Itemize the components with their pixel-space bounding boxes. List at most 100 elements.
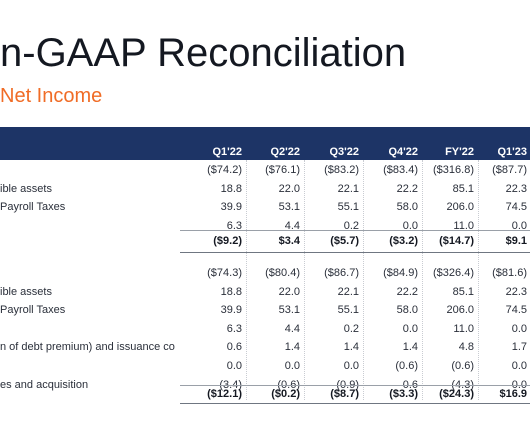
table-cell: 11.0 <box>453 322 474 335</box>
column-separator <box>246 160 247 400</box>
column-header: Q3'22 <box>329 146 359 158</box>
total-cell: ($3.2) <box>389 235 418 247</box>
row-label <box>0 265 190 282</box>
table-cell: (0.9) <box>336 378 359 391</box>
row-label <box>0 321 190 338</box>
column-separator <box>304 160 305 400</box>
table-cell: ($74.2) <box>207 164 242 176</box>
table-cell: ($84.9) <box>383 267 418 279</box>
table-cell: 6.3 <box>226 322 242 335</box>
table-cell: 22.1 <box>337 182 359 195</box>
total-cell: ($9.2) <box>213 235 242 247</box>
table-cell: 0.0 <box>511 322 527 335</box>
table-cell: ($83.4) <box>383 164 418 176</box>
total-cell: ($0.2) <box>271 388 300 400</box>
table-cell: 74.5 <box>505 304 527 317</box>
table-cell: 1.7 <box>511 341 527 354</box>
table-cell: 22.3 <box>505 182 527 195</box>
column-separator <box>363 160 364 400</box>
divider <box>180 385 530 386</box>
table-cell: ($81.6) <box>492 267 527 279</box>
table-cell: 53.1 <box>278 304 300 317</box>
table-cell: 0.0 <box>511 378 527 391</box>
column-header: Q2'22 <box>270 146 300 158</box>
table-cell: ($76.1) <box>265 164 300 176</box>
row-label <box>0 162 190 179</box>
divider <box>180 230 530 231</box>
divider <box>180 403 530 404</box>
table-cell: 58.0 <box>396 201 418 213</box>
divider <box>180 252 530 253</box>
table-cell: 22.1 <box>337 285 359 298</box>
row-label: ible assets <box>0 285 52 298</box>
table-cell: (4.3) <box>451 378 474 391</box>
table-cell: 1.4 <box>402 341 418 354</box>
table-cell: 11.0 <box>453 219 474 232</box>
table-cell: 85.1 <box>452 182 474 195</box>
total-cell: ($5.7) <box>330 235 359 247</box>
table-cell: 4.4 <box>284 322 300 335</box>
table-cell: 22.3 <box>505 285 527 298</box>
table-cell: 22.0 <box>278 182 300 195</box>
total-cell: $9.1 <box>505 235 527 247</box>
table-cell: 0.0 <box>226 360 242 372</box>
table-cell: 55.1 <box>337 304 359 317</box>
column-header: Q1'22 <box>212 146 242 158</box>
table-cell: 0.0 <box>511 360 527 372</box>
column-separator <box>422 160 423 400</box>
row-label <box>0 358 190 375</box>
table-cell: 206.0 <box>446 201 474 213</box>
table-cell: (0.6) <box>451 360 474 372</box>
table-cell: 1.4 <box>343 341 359 354</box>
table-cell: 0.0 <box>343 360 359 372</box>
row-label: es and acquisition <box>0 378 89 391</box>
table-cell: 0.0 <box>402 322 418 335</box>
section-subtitle: Net Income <box>0 85 103 107</box>
table-cell: 4.8 <box>458 341 474 354</box>
column-header: Q1'23 <box>497 146 527 158</box>
row-label: Payroll Taxes <box>0 304 66 317</box>
table-cell: ($316.8) <box>433 164 474 176</box>
table-cell: 55.1 <box>337 201 359 213</box>
table-cell: ($83.2) <box>324 164 359 176</box>
table-cell: 0.2 <box>343 219 359 232</box>
total-cell: ($3.3) <box>389 388 418 400</box>
table-cell: ($87.7) <box>492 164 527 176</box>
table-cell: 6.3 <box>226 219 242 232</box>
table-cell: 4.4 <box>284 219 300 232</box>
table-cell: ($74.3) <box>207 267 242 279</box>
column-header: Q4'22 <box>388 146 418 158</box>
total-cell: $16.9 <box>499 388 527 400</box>
table-cell: (3.4) <box>219 378 242 391</box>
table-cell: 74.5 <box>505 201 527 213</box>
table-cell: 22.2 <box>396 182 418 195</box>
table-cell: ($86.7) <box>324 267 359 279</box>
row-label: Payroll Taxes <box>0 201 66 213</box>
table-cell: 85.1 <box>452 285 474 298</box>
table-cell: 58.0 <box>396 304 418 317</box>
row-label: ible assets <box>0 182 52 195</box>
total-cell: ($8.7) <box>330 388 359 400</box>
table-cell: 0.2 <box>343 322 359 335</box>
total-cell: $3.4 <box>278 235 300 247</box>
table-cell: 22.2 <box>396 285 418 298</box>
table-cell: 0.0 <box>511 219 527 232</box>
table-cell: 0.0 <box>402 219 418 232</box>
column-header: FY'22 <box>445 146 474 158</box>
table-cell: 1.4 <box>284 341 300 354</box>
table-cell: 39.9 <box>220 304 242 317</box>
table-header-band <box>0 127 530 160</box>
table-cell: 0.0 <box>284 360 300 372</box>
table-cell: 18.8 <box>220 182 242 195</box>
table-cell: 39.9 <box>220 201 242 213</box>
table-cell: 0.6 <box>226 341 242 354</box>
table-cell: 22.0 <box>278 285 300 298</box>
total-cell: ($12.1) <box>207 388 242 400</box>
column-separator <box>478 160 479 400</box>
row-label <box>0 218 190 235</box>
table-cell: (0.6) <box>277 378 300 391</box>
table-cell: ($326.4) <box>433 267 474 279</box>
slide-title: n-GAAP Reconciliation <box>0 31 407 75</box>
total-cell: ($14.7) <box>439 235 474 247</box>
table-cell: 206.0 <box>446 304 474 317</box>
